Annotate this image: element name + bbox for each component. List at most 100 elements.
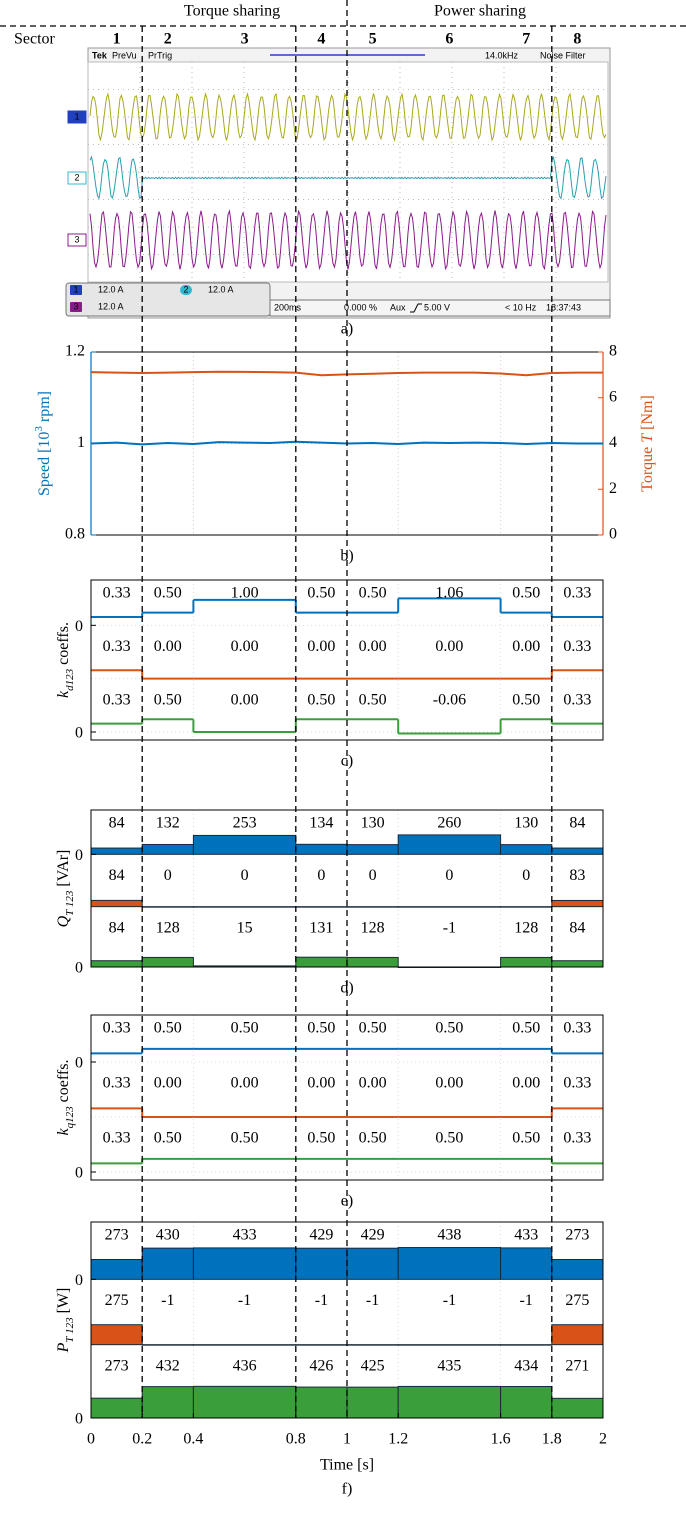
value-label: 273 xyxy=(105,1357,129,1374)
value-label: 15 xyxy=(237,919,253,936)
group-label: Torque sharing xyxy=(184,3,280,20)
sector-number: 2 xyxy=(164,31,172,48)
value-label: 0.33 xyxy=(563,638,591,655)
area-step xyxy=(295,1344,348,1346)
scope-status: PreVu xyxy=(112,50,137,60)
channel-marker-number: 3 xyxy=(74,234,79,244)
value-label: 1.00 xyxy=(231,585,259,602)
scope-filter: 14.0kHz xyxy=(485,50,519,60)
position: 0.000 % xyxy=(344,302,377,312)
value-label: 0.00 xyxy=(435,1075,463,1092)
channel-marker-number: 2 xyxy=(74,172,79,182)
trigger-frequency: < 10 Hz xyxy=(505,302,537,312)
value-label: 0.50 xyxy=(154,1130,182,1147)
scope-trace xyxy=(89,92,607,143)
x-tick-label: 1.8 xyxy=(542,1431,562,1448)
caption: a) xyxy=(341,321,353,338)
y-tick-label: 0 xyxy=(75,618,83,635)
axis-label-part: rpm] xyxy=(36,391,53,426)
area-step xyxy=(141,1247,194,1280)
value-label: 0.50 xyxy=(512,1130,540,1147)
value-label: 0.50 xyxy=(512,691,540,708)
area-step xyxy=(141,906,194,908)
area-step xyxy=(192,1344,297,1346)
value-label: 253 xyxy=(233,815,257,832)
axis-label-part: k xyxy=(55,1127,72,1135)
area-step xyxy=(500,1385,553,1419)
value-label: 0 xyxy=(369,867,377,884)
scope-bar xyxy=(65,282,271,317)
area-step xyxy=(500,956,553,968)
area-step xyxy=(141,1386,194,1419)
channel-badge-number: 3 xyxy=(73,301,78,311)
value-label: 0.50 xyxy=(307,585,335,602)
y2-tick-label: 8 xyxy=(609,343,617,360)
area-step xyxy=(551,899,604,908)
timebase: 200ms xyxy=(274,302,302,312)
value-label: 0.00 xyxy=(231,638,259,655)
x-axis-label: Time [s] xyxy=(320,1457,374,1474)
value-label: 0.50 xyxy=(359,1020,387,1037)
value-label: 0.50 xyxy=(154,585,182,602)
value-label: 0.00 xyxy=(154,638,182,655)
area-step xyxy=(90,1397,143,1419)
x-tick-label: 0.2 xyxy=(132,1431,152,1448)
axis-label-part: [VAr] xyxy=(55,850,72,891)
area-step xyxy=(551,847,604,855)
value-label: 429 xyxy=(309,1227,333,1244)
axis-label: kd123 coeffs. xyxy=(55,622,76,698)
value-label: -1 xyxy=(443,919,456,936)
value-label: 0.50 xyxy=(512,1020,540,1037)
value-label: 426 xyxy=(309,1357,333,1374)
y-tick-label: 0 xyxy=(75,725,83,742)
value-label: 430 xyxy=(156,1227,180,1244)
axis-label-part: T xyxy=(639,433,656,443)
area-step xyxy=(295,906,348,908)
sector-number: 3 xyxy=(241,31,249,48)
value-label: 260 xyxy=(437,815,461,832)
area-step xyxy=(141,1344,194,1346)
y2-tick-label: 0 xyxy=(609,526,617,543)
value-label: 0.00 xyxy=(307,638,335,655)
axis-label: QT 123 [VAr] xyxy=(55,850,76,928)
area-step xyxy=(346,1247,399,1280)
axis-label: Speed [103 rpm] xyxy=(33,391,53,496)
channel-marker xyxy=(67,110,87,124)
value-label: 130 xyxy=(361,815,385,832)
value-label: 0 xyxy=(445,867,453,884)
value-label: -1 xyxy=(238,1292,251,1309)
value-label: 0.00 xyxy=(435,638,463,655)
axis-label-part: [W] xyxy=(55,1288,72,1318)
axis-label-part: T 123 xyxy=(64,1317,76,1343)
y-tick-label: 0 xyxy=(75,847,83,864)
value-label: 434 xyxy=(514,1357,538,1374)
sector-number: 1 xyxy=(113,31,121,48)
y-tick-label: 1.2 xyxy=(65,343,85,360)
area-step xyxy=(141,843,194,855)
area-step xyxy=(500,844,553,855)
value-label: 0.00 xyxy=(359,1075,387,1092)
trigger-level: 5.00 V xyxy=(424,302,450,312)
group-label: Power sharing xyxy=(434,3,526,20)
value-label: 0.50 xyxy=(435,1130,463,1147)
value-label: 84 xyxy=(569,919,585,936)
value-label: 0.50 xyxy=(359,691,387,708)
channel-badge-number: 1 xyxy=(73,284,78,294)
value-label: 273 xyxy=(105,1227,129,1244)
value-label: 134 xyxy=(309,815,333,832)
value-label: 0.00 xyxy=(512,638,540,655)
area-step xyxy=(397,906,502,908)
value-label: 0.00 xyxy=(359,638,387,655)
value-label: 0.50 xyxy=(154,691,182,708)
area-step xyxy=(500,1247,553,1280)
value-label: -1 xyxy=(161,1292,174,1309)
channel-scale: 12.0 A xyxy=(208,284,234,294)
trigger-slope xyxy=(410,303,422,313)
axis-label: Torque T [Nm] xyxy=(639,395,656,492)
y-tick-label: 0 xyxy=(75,1165,83,1182)
channel-scale: 12.0 A xyxy=(98,284,124,294)
value-label: 436 xyxy=(233,1357,257,1374)
value-label: 432 xyxy=(156,1357,180,1374)
value-label: 0.00 xyxy=(231,1075,259,1092)
